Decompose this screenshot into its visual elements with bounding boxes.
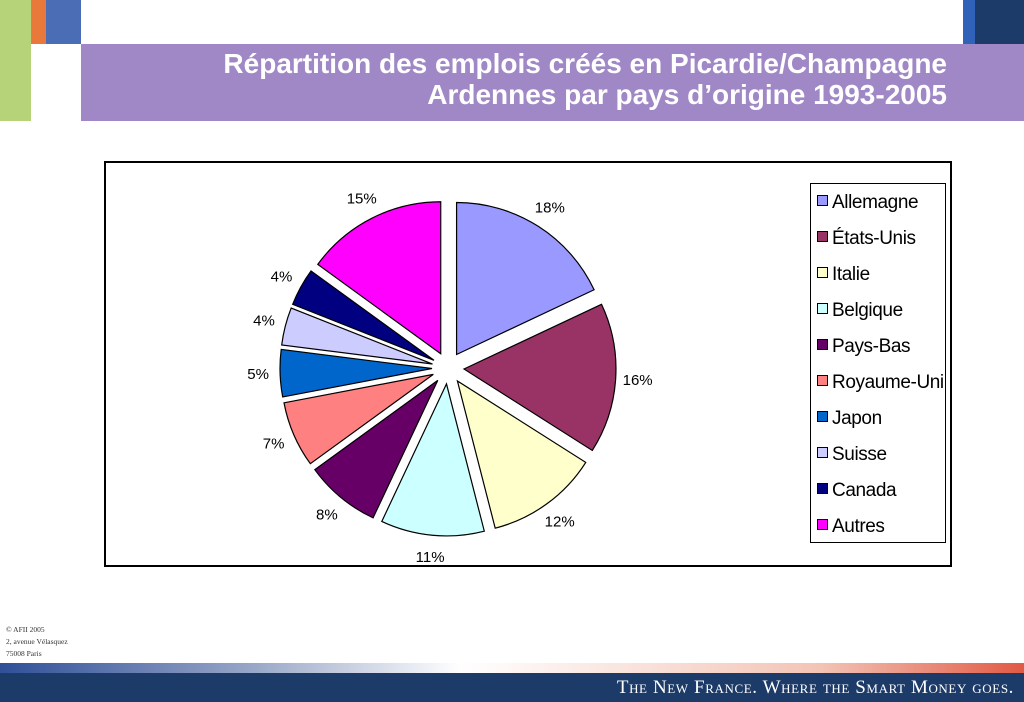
legend-label: Japon xyxy=(832,408,882,429)
legend-label: Italie xyxy=(832,264,870,285)
footer-slogan: The New France. Where the Smart Money go… xyxy=(616,677,1014,698)
chart-legend: Allemagne États-Unis Italie Belgique Pays-Ba… xyxy=(810,183,946,543)
legend-item-etats-unis: États-Unis xyxy=(817,228,916,250)
page-title-line2: Ardennes par pays d’origine 1993-2005 xyxy=(427,79,947,110)
footer-info: © AFII 2005 2, avenue Vélasquez 75008 Pa… xyxy=(6,624,68,660)
legend-item-royaume-uni: Royaume-Uni xyxy=(817,372,944,394)
legend-swatch xyxy=(817,303,828,315)
legend-swatch xyxy=(817,339,828,351)
deco-right-navy-block xyxy=(975,0,1024,44)
pie-slice-japon xyxy=(279,348,433,398)
legend-label: Allemagne xyxy=(832,192,919,213)
legend-item-canada: Canada xyxy=(817,480,897,502)
legend-swatch xyxy=(817,267,828,279)
pie-slice-allemagne xyxy=(455,201,595,356)
data-label-pays-bas: 8% xyxy=(316,506,338,523)
footer-copyright: © AFII 2005 xyxy=(6,625,45,634)
legend-item-japon: Japon xyxy=(817,408,882,430)
legend-label: Pays-Bas xyxy=(832,336,911,357)
data-label-japon: 5% xyxy=(247,366,269,383)
data-label-allemagne: 18% xyxy=(535,200,565,217)
deco-green-bar xyxy=(0,0,31,121)
data-label-italie: 12% xyxy=(545,514,575,531)
deco-blue-block xyxy=(46,0,81,44)
legend-swatch xyxy=(817,195,828,207)
legend-label: Autres xyxy=(832,516,885,537)
data-label-autres: 15% xyxy=(347,191,377,208)
footer-address-line2: 75008 Paris xyxy=(6,649,42,658)
title-bar xyxy=(81,44,1024,121)
footer-gradient-strip xyxy=(0,663,1024,673)
data-label-belgique: 11% xyxy=(416,549,445,566)
data-label-etats-unis: 16% xyxy=(623,372,653,389)
deco-orange-block xyxy=(31,0,46,44)
data-label-royaume-uni: 7% xyxy=(263,435,285,452)
legend-swatch xyxy=(817,447,828,459)
pie-slice-suisse xyxy=(281,307,433,365)
pie-slice-autres xyxy=(316,201,442,355)
legend-item-italie: Italie xyxy=(817,264,870,286)
legend-label: Belgique xyxy=(832,300,903,321)
pie-slice-canada xyxy=(291,270,435,361)
legend-label: Suisse xyxy=(832,444,887,465)
legend-swatch xyxy=(817,231,828,243)
pie-slice-etats-unis xyxy=(462,303,617,452)
legend-item-suisse: Suisse xyxy=(817,444,887,466)
legend-label: Canada xyxy=(832,480,897,501)
page-title: Répartition des emplois créés en Picardi… xyxy=(81,48,947,110)
pie-slice-pays-bas xyxy=(313,379,439,519)
legend-label: Royaume-Uni xyxy=(832,372,944,393)
legend-item-pays-bas: Pays-Bas xyxy=(817,336,911,358)
legend-item-autres: Autres xyxy=(817,516,885,538)
pie-slice-royaume-uni xyxy=(283,373,434,465)
legend-swatch xyxy=(817,483,828,495)
footer-band xyxy=(0,673,1024,702)
legend-label: États-Unis xyxy=(832,228,916,249)
legend-swatch xyxy=(817,375,828,387)
deco-right-blue-block xyxy=(963,0,975,44)
footer-address-line1: 2, avenue Vélasquez xyxy=(6,637,68,646)
legend-swatch xyxy=(817,519,828,531)
pie-slice-belgique xyxy=(380,382,486,537)
legend-item-belgique: Belgique xyxy=(817,300,903,322)
legend-swatch xyxy=(817,411,828,423)
data-label-canada: 4% xyxy=(271,268,293,285)
data-label-suisse: 4% xyxy=(253,313,275,330)
pie-slice-italie xyxy=(456,379,587,529)
legend-item-allemagne: Allemagne xyxy=(817,192,919,214)
page-title-line1: Répartition des emplois créés en Picardi… xyxy=(223,48,947,79)
